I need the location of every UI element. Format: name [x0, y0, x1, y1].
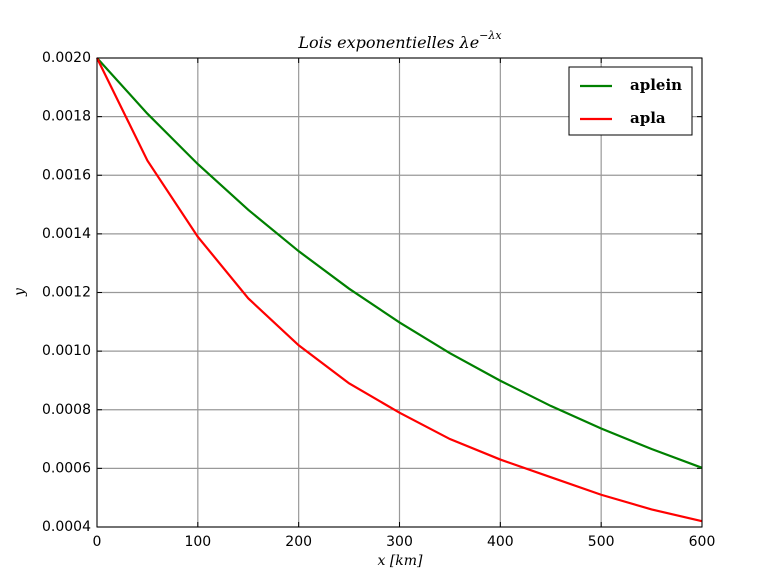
y-axis-label: y [12, 287, 28, 297]
chart-title: Lois exponentielles λe−λx [297, 29, 502, 52]
legend: aplein apla [568, 66, 693, 136]
y-tick-label: 0.0012 [42, 285, 91, 301]
y-tick-label: 0.0020 [42, 50, 91, 66]
series-line [96, 57, 703, 469]
y-tick-label: 0.0016 [42, 167, 91, 183]
y-tick-label: 0.0014 [42, 226, 91, 242]
series-line [96, 57, 703, 523]
legend-label: aplein [630, 76, 682, 94]
x-tick-label: 100 [184, 534, 211, 550]
x-tick-label: 600 [689, 534, 716, 550]
x-tick-label: 200 [285, 534, 312, 550]
y-tick-label: 0.0004 [42, 519, 91, 535]
x-tick-label: 300 [386, 534, 413, 550]
legend-label: apla [630, 109, 666, 127]
title-main: Lois exponentielles λe [297, 33, 479, 52]
y-tick-label: 0.0010 [42, 343, 91, 359]
y-tick-label: 0.0008 [42, 402, 91, 418]
title-exponent: −λx [479, 29, 502, 42]
y-tick-label: 0.0006 [42, 460, 91, 476]
y-tick-label: 0.0018 [42, 109, 91, 125]
x-tick-label: 400 [487, 534, 514, 550]
plot-frame [96, 57, 703, 528]
x-tick-label: 500 [588, 534, 615, 550]
legend-box [568, 66, 693, 136]
x-tick-label: 0 [93, 534, 102, 550]
x-axis-label: x [km] [377, 553, 423, 569]
